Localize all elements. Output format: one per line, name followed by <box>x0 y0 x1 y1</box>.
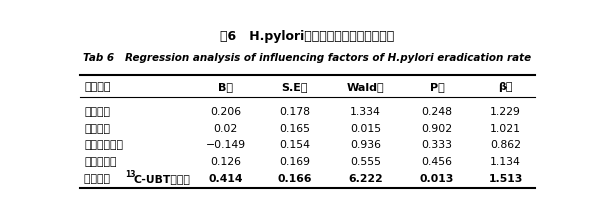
Text: 13: 13 <box>125 171 136 180</box>
Text: 0.126: 0.126 <box>210 157 241 167</box>
Text: 0.169: 0.169 <box>279 157 310 167</box>
Text: 0.936: 0.936 <box>350 140 381 150</box>
Text: β值: β值 <box>499 82 513 92</box>
Text: 0.414: 0.414 <box>208 174 243 184</box>
Text: Tab 6   Regression analysis of influencing factors of H.pylori eradication rate: Tab 6 Regression analysis of influencing… <box>83 53 532 63</box>
Text: S.E值: S.E值 <box>281 82 308 92</box>
Text: 0.165: 0.165 <box>279 124 310 134</box>
Text: 1.134: 1.134 <box>490 157 521 167</box>
Text: P值: P值 <box>430 82 445 92</box>
Text: 溃疡糜烂: 溃疡糜烂 <box>84 107 110 117</box>
Text: 6.222: 6.222 <box>348 174 383 184</box>
Text: 1.513: 1.513 <box>488 174 523 184</box>
Text: 0.154: 0.154 <box>279 140 310 150</box>
Text: 0.013: 0.013 <box>420 174 454 184</box>
Text: 0.248: 0.248 <box>421 107 452 117</box>
Text: 0.862: 0.862 <box>490 140 521 150</box>
Text: 影响因素: 影响因素 <box>84 82 111 92</box>
Text: 0.333: 0.333 <box>421 140 452 150</box>
Text: 0.555: 0.555 <box>350 157 381 167</box>
Text: 反流性食管炎: 反流性食管炎 <box>84 140 124 150</box>
Text: 萎缩肠化: 萎缩肠化 <box>84 124 110 134</box>
Text: B值: B值 <box>218 82 233 92</box>
Text: 0.015: 0.015 <box>350 124 381 134</box>
Text: 0.902: 0.902 <box>421 124 452 134</box>
Text: −0.149: −0.149 <box>206 140 245 150</box>
Text: 0.02: 0.02 <box>214 124 238 134</box>
Text: 1.334: 1.334 <box>350 107 381 117</box>
Text: 0.166: 0.166 <box>277 174 311 184</box>
Text: 0.456: 0.456 <box>421 157 452 167</box>
Text: 不同数量: 不同数量 <box>84 174 114 184</box>
Text: Wald值: Wald值 <box>347 82 385 92</box>
Text: 表6   H.pylori根除率影响因素的回归分析: 表6 H.pylori根除率影响因素的回归分析 <box>220 30 395 43</box>
Text: 0.206: 0.206 <box>210 107 241 117</box>
Text: 1.229: 1.229 <box>490 107 521 117</box>
Text: 0.178: 0.178 <box>279 107 310 117</box>
Text: C-UBT检测值: C-UBT检测值 <box>134 174 190 184</box>
Text: 1.021: 1.021 <box>490 124 521 134</box>
Text: 性别、年龄: 性别、年龄 <box>84 157 117 167</box>
